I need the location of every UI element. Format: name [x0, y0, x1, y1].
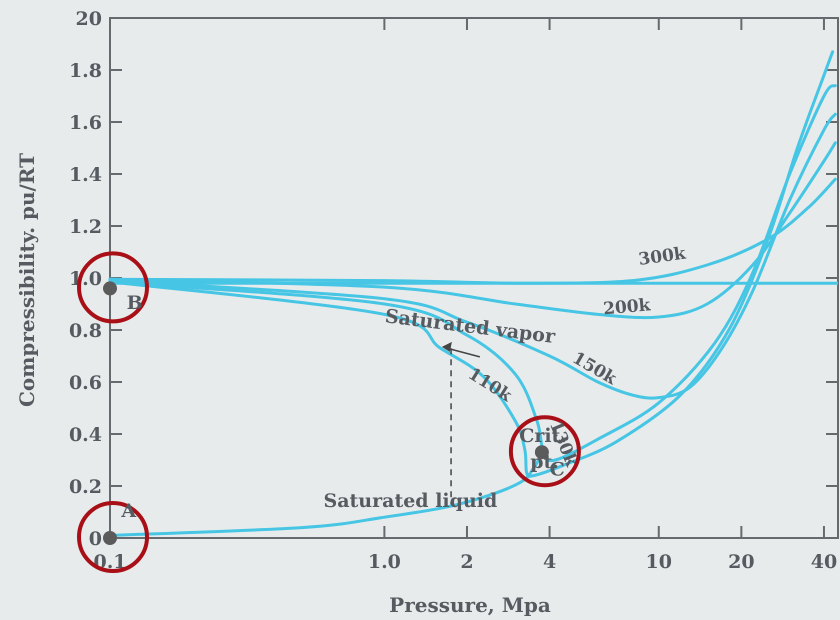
point-a: [103, 531, 117, 545]
highlight-circle-c: [508, 415, 581, 488]
y-tick-label: 1.0: [69, 268, 102, 290]
curve-saturated-liquid: [108, 455, 542, 537]
y-tick-label: 20: [76, 8, 102, 30]
y-tick-label: 0.8: [69, 320, 102, 342]
curve-label: 200k: [602, 295, 652, 319]
curve-200k: [108, 141, 837, 320]
annotation-label: B: [127, 292, 143, 314]
y-tick-label: 1.4: [69, 164, 102, 186]
y-tick-label: 1.6: [69, 112, 102, 134]
annotation-label: C: [550, 459, 565, 481]
highlight-circle-b: [77, 251, 149, 324]
curve-110k: [108, 50, 835, 478]
x-axis-title: Pressure, Mpa: [389, 593, 551, 617]
highlight-circle-a: [77, 501, 149, 573]
x-tick-label: 20: [728, 551, 754, 573]
y-tick-label: 0.2: [69, 476, 102, 498]
curve-150k: [108, 112, 837, 400]
y-tick-label: 1.8: [69, 60, 102, 82]
marker-group: [77, 251, 581, 573]
y-axis-title: Compressibility. pu/RT: [15, 153, 39, 407]
arrow-line: [445, 347, 481, 358]
annotation-label: A: [120, 500, 136, 522]
x-tick-label: 2: [460, 551, 473, 573]
annotation-label: pt.: [530, 451, 559, 473]
y-tick-label: 0.4: [69, 424, 102, 446]
point-b: [103, 281, 117, 296]
y-tick-label: 0: [89, 528, 102, 550]
x-tick-label: 1.0: [368, 551, 401, 573]
y-tick-label: 0.6: [69, 372, 102, 394]
y-tick-label: 1.2: [69, 216, 102, 238]
curve-group: [108, 50, 837, 537]
x-tick-label: 4: [543, 551, 556, 573]
arrow-head: [441, 341, 452, 352]
x-tick-label: 10: [646, 551, 672, 573]
x-tick-label: 40: [811, 551, 837, 573]
annotation-label: Crit.: [519, 425, 567, 447]
curve-300k: [108, 177, 837, 285]
reference-lines: [110, 281, 838, 505]
point-c: [534, 445, 549, 460]
annotation-label: Saturated liquid: [324, 490, 498, 512]
